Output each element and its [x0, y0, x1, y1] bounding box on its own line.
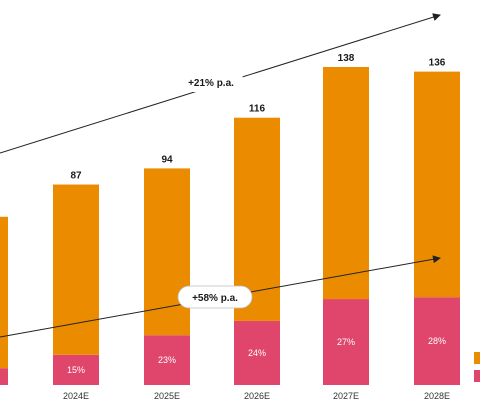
x-tick-label-3: 2026E [244, 391, 270, 400]
share-value-label-1: 15% [67, 365, 85, 375]
cagr-label-total: +21% p.a. [188, 78, 234, 89]
bar-segment-bottom-0 [0, 368, 8, 385]
legend-swatch-top-segment [474, 352, 480, 364]
x-tick-label-4: 2027E [333, 391, 359, 400]
total-value-label-4: 138 [338, 53, 355, 64]
bar-segment-top-1 [53, 184, 99, 355]
share-value-label-5: 28% [428, 336, 446, 346]
bar-segment-top-5 [414, 71, 460, 298]
bar-segment-bottom-1 [53, 354, 99, 385]
bar-segment-top-0 [0, 216, 8, 369]
cagr-badge-total: +21% p.a. [178, 72, 244, 92]
total-value-label-5: 136 [429, 58, 446, 69]
share-value-label-4: 27% [337, 337, 355, 347]
cagr-label-share: +58% p.a. [192, 293, 238, 304]
x-tick-label-5: 2028E [424, 391, 450, 400]
legend-swatch-bottom-segment [474, 370, 480, 382]
labels-layer: 87 15% 2024E 94 23% 2025E 116 24% 2026E 138 27% 202… [63, 53, 450, 400]
bar-segment-bottom-5 [414, 297, 460, 385]
total-value-label-2: 94 [161, 154, 173, 165]
x-tick-label-1: 2024E [63, 391, 89, 400]
bar-segment-bottom-3 [234, 320, 280, 385]
x-tick-label-2: 2025E [154, 391, 180, 400]
bar-segment-bottom-4 [323, 299, 369, 385]
bars-layer [0, 67, 460, 385]
cagr-badge-share: +58% p.a. [177, 285, 253, 309]
share-value-label-2: 23% [158, 355, 176, 365]
share-value-label-3: 24% [248, 348, 266, 358]
total-value-label-1: 87 [70, 171, 82, 182]
bar-segment-bottom-2 [144, 335, 190, 385]
total-value-label-3: 116 [249, 104, 266, 115]
bar-segment-top-4 [323, 67, 369, 300]
